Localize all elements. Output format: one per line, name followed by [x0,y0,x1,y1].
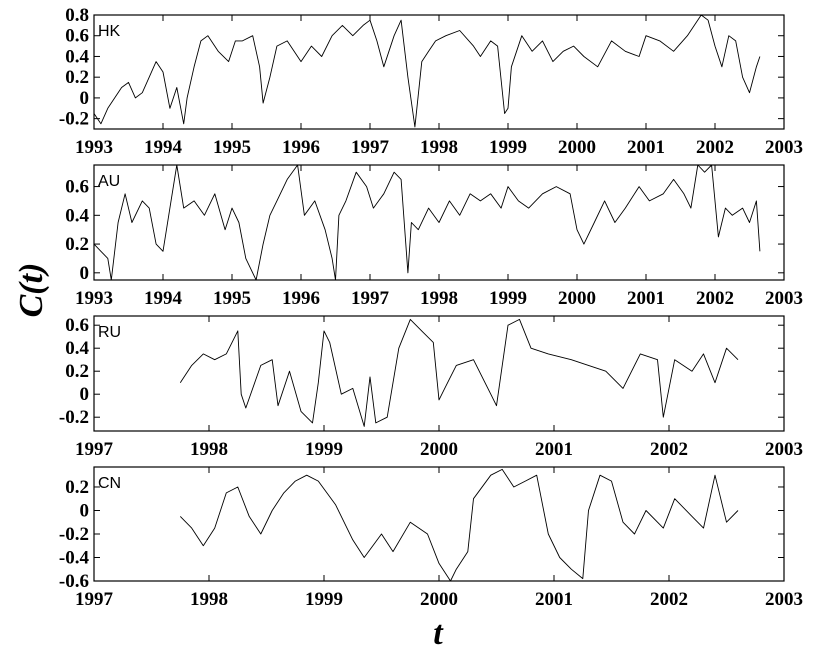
y-tick-label-hk: 0 [80,88,90,109]
x-tick-label-hk: 1994 [144,137,183,158]
y-tick-label-ru: -0.2 [59,407,89,428]
x-tick-label-cn: 2000 [420,589,458,610]
x-tick-label-hk: 2001 [627,137,665,158]
y-tick-label-hk: 0.8 [65,5,89,26]
x-axis-title: t [433,615,444,652]
x-tick-label-hk: 2003 [765,137,803,158]
panel-label-hk: HK [98,23,121,40]
x-tick-label-cn: 2003 [765,589,803,610]
y-tick-label-cn: 0 [80,500,90,521]
y-tick-label-cn: -0.2 [59,524,89,545]
y-tick-label-ru: 0.6 [65,315,89,336]
panel-label-au: AU [98,173,120,190]
y-tick-label-ru: 0.2 [65,361,89,382]
y-axis-title: C(t) [13,263,50,318]
panel-au: 1993 1994 1995 1996 1997 1998 1999 2000 2001 2002… [65,164,803,309]
y-tick-label-au: 0.2 [65,234,89,255]
x-tick-label-au: 1995 [213,288,251,309]
x-tick-label-hk: 1998 [420,137,458,158]
x-tick-label-cn: 1998 [190,589,228,610]
panel-cn: 1997 1998 1999 2000 2001 2002 2003 -0.6 -0.4-0.2… [59,466,803,610]
y-tick-label-cn: -0.4 [59,547,90,568]
series-line-cn [179,468,739,582]
x-tick-label-cn: 1999 [305,589,343,610]
y-tick-label-hk: 0.2 [65,67,89,88]
x-tick-label-cn: 2002 [650,589,688,610]
y-tick-label-hk: -0.2 [59,109,89,130]
x-tick-label-au: 2003 [765,288,803,309]
y-tick-label-ru: 0 [80,384,90,405]
x-tick-label-au: 2001 [627,288,665,309]
panel-label-cn: CN [98,475,121,492]
x-tick-label-ru: 1997 [75,439,114,460]
panel-ru: 1997 1998 1999 2000 2001 2002 2003 -0.200.20.40… [59,315,803,460]
plot-frame-ru [93,315,785,432]
x-tick-label-hk: 1993 [75,137,113,158]
y-tick-label-hk: 0.4 [65,46,89,67]
series-line-au [93,164,761,281]
y-tick-label-au: 0 [80,263,90,284]
x-tick-label-au: 2000 [558,288,596,309]
x-tick-label-ru: 2000 [420,439,458,460]
x-tick-label-hk: 1996 [282,137,320,158]
y-tick-label-au: 0.4 [65,205,89,226]
x-tick-label-hk: 1995 [213,137,251,158]
x-tick-label-hk: 1997 [351,137,390,158]
y-tick-label-ru: 0.4 [65,338,89,359]
x-tick-label-cn: 2001 [535,589,573,610]
x-tick-label-au: 1994 [144,288,183,309]
series-line-ru [179,318,739,427]
y-tick-label-hk: 0.6 [65,26,89,47]
x-tick-label-au: 1997 [351,288,390,309]
panel-hk: 1993 1994 1995 1996 1997 1998 1999 2000 2001 2002… [59,5,803,158]
panel-label-ru: RU [98,324,121,341]
x-tick-label-ru: 2003 [765,439,803,460]
x-tick-label-au: 2002 [696,288,734,309]
x-tick-label-au: 1993 [75,288,113,309]
x-tick-label-cn: 1997 [75,589,114,610]
x-tick-label-au: 1998 [420,288,458,309]
series-line-hk [93,14,761,128]
x-tick-label-hk: 1999 [489,137,527,158]
x-tick-label-ru: 1998 [190,439,228,460]
y-tick-label-cn: -0.6 [59,571,89,592]
x-tick-label-au: 1999 [489,288,527,309]
x-tick-label-au: 1996 [282,288,320,309]
x-tick-label-hk: 2000 [558,137,596,158]
y-tick-label-au: 0.6 [65,177,89,198]
plot-frame-hk [93,14,785,130]
x-tick-label-hk: 2002 [696,137,734,158]
x-tick-label-ru: 2002 [650,439,688,460]
y-tick-label-cn: 0.2 [65,477,89,498]
x-tick-label-ru: 1999 [305,439,343,460]
x-tick-label-ru: 2001 [535,439,573,460]
